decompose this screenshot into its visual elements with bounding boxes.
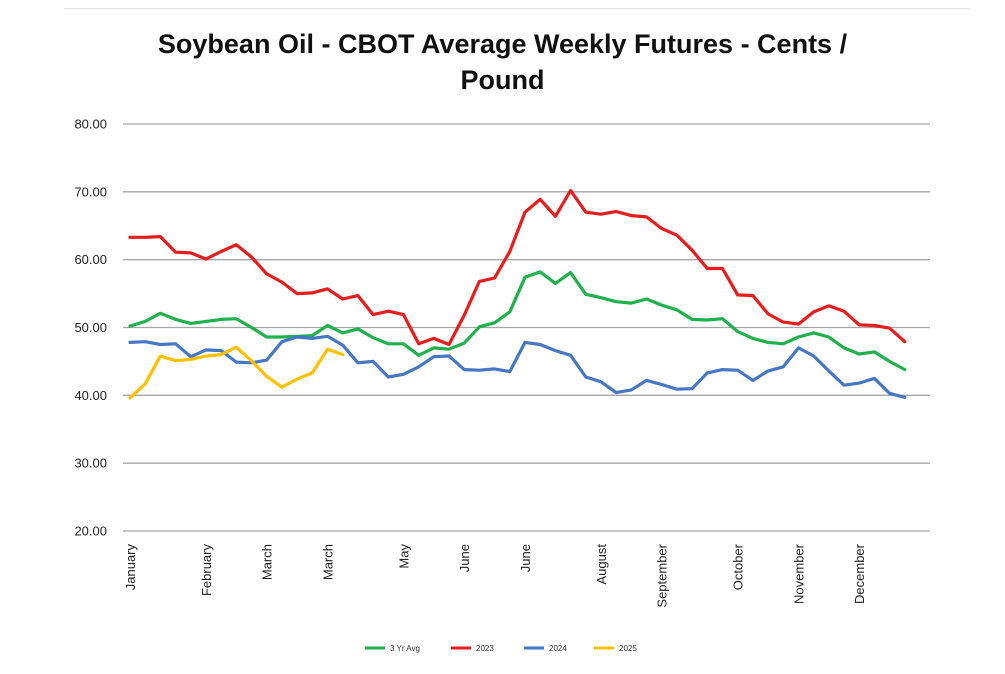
y-tick-label: 30.00 <box>74 456 107 471</box>
legend-label: 2025 <box>619 644 637 653</box>
y-axis: 20.00 30.00 40.00 50.00 60.00 70.00 80.00 <box>74 117 107 539</box>
x-tick-label: February <box>199 544 214 597</box>
y-tick-label: 80.00 <box>74 117 107 132</box>
x-tick-label: January <box>123 544 138 591</box>
series-line-2025 <box>128 345 345 400</box>
legend-label: 3 Yr Avg <box>390 644 420 653</box>
series-line-2023 <box>128 188 907 347</box>
chart-title-line-2: Pound <box>460 65 545 95</box>
x-tick-label: March <box>260 544 275 580</box>
x-tick-label: September <box>655 543 670 607</box>
legend-label: 2024 <box>549 644 567 653</box>
x-tick-label: August <box>594 544 609 585</box>
series-line-2024 <box>128 334 907 399</box>
x-tick-label: March <box>321 544 336 580</box>
series-line-3-yr-avg <box>128 270 907 372</box>
x-axis: January February March March May June June Augu… <box>123 543 867 607</box>
y-tick-label: 40.00 <box>74 388 107 403</box>
chart-title: Soybean Oil - CBOT Average Weekly Future… <box>0 26 1005 98</box>
top-divider <box>64 8 969 9</box>
x-tick-label: November <box>791 543 806 604</box>
x-tick-label: June <box>518 544 533 572</box>
y-tick-label: 60.00 <box>74 252 107 267</box>
y-tick-label: 70.00 <box>74 184 107 199</box>
legend-label: 2023 <box>476 644 494 653</box>
gridlines <box>123 123 930 532</box>
chart-title-line-1: Soybean Oil - CBOT Average Weekly Future… <box>157 29 848 59</box>
y-tick-label: 50.00 <box>74 320 107 335</box>
x-tick-label: December <box>852 543 867 604</box>
x-tick-label: October <box>731 543 746 590</box>
x-tick-label: June <box>457 544 472 572</box>
series-lines <box>128 188 907 400</box>
x-tick-label: May <box>396 544 411 569</box>
legend: 3 Yr Avg 2023 2024 2025 <box>365 644 637 653</box>
y-tick-label: 20.00 <box>74 524 107 539</box>
